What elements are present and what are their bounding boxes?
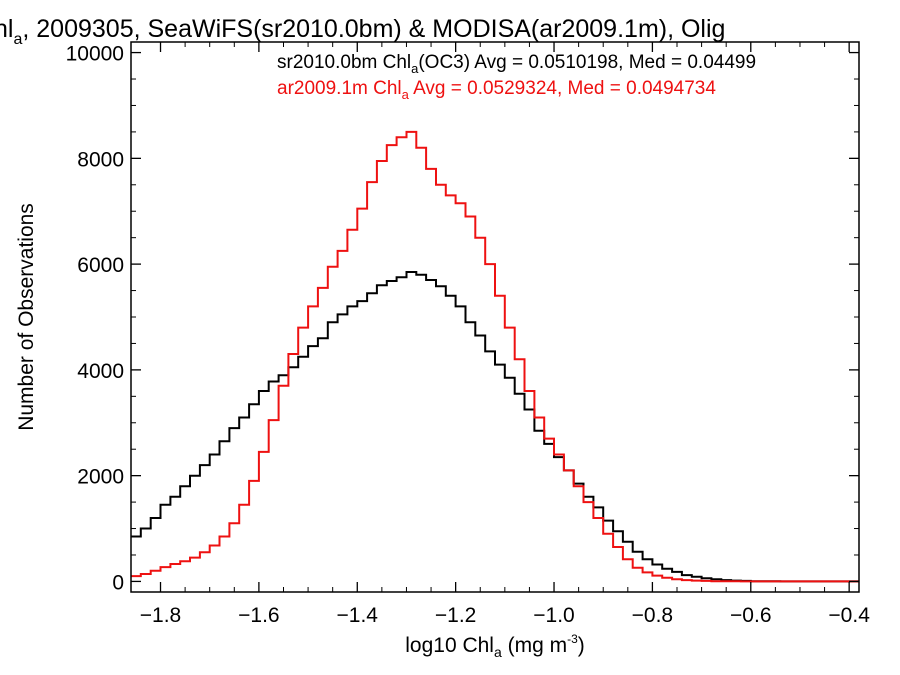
- legend-entry-black: sr2010.0bm Chla(OC3) Avg = 0.0510198, Me…: [277, 52, 756, 76]
- x-tick-label: −0.4: [828, 604, 870, 627]
- chart-title-post: , 2009305, SeaWiFS(sr2010.0bm) & MODISA(…: [22, 15, 725, 43]
- legend-entry-black-post: (OC3) Avg = 0.0510198, Med = 0.04499: [418, 52, 756, 73]
- ticks-layer: −1.8 −1.6 −1.4 −1.2 −1.0 −0.8 −0.6 −0.4 0 2000 400…: [66, 42, 870, 627]
- x-axis-label-post: ): [578, 634, 585, 657]
- series-layer: [131, 130, 859, 583]
- legend-entry-red-pre: ar2009.1m Chl: [277, 78, 402, 99]
- plot-area: −1.8 −1.6 −1.4 −1.2 −1.0 −0.8 −0.6 −0.4 0 2000 400…: [66, 41, 870, 627]
- x-tick-label: −0.8: [632, 604, 673, 627]
- legend-entry-red-post: Avg = 0.0529324, Med = 0.0494734: [409, 78, 717, 99]
- x-tick-label: −0.6: [730, 604, 771, 627]
- x-tick-label: −1.0: [533, 604, 574, 627]
- legend: sr2010.0bm Chla(OC3) Avg = 0.0510198, Me…: [277, 52, 756, 102]
- legend-entry-red-sub: a: [402, 87, 410, 102]
- x-axis-label-sub: a: [494, 644, 502, 660]
- legend-entry-red: ar2009.1m Chla Avg = 0.0529324, Med = 0.…: [277, 78, 716, 102]
- chart-title-sub: a: [13, 31, 22, 48]
- series-black-histogram: [131, 271, 859, 583]
- x-tick-label: −1.6: [238, 604, 279, 627]
- x-axis-label-mid: (mg m: [502, 634, 567, 657]
- series-red-histogram: [131, 130, 859, 583]
- y-tick-label: 10000: [66, 43, 124, 66]
- y-tick-label: 8000: [77, 148, 124, 171]
- y-axis-label: Number of Observations: [15, 203, 38, 431]
- legend-entry-black-sub: a: [411, 61, 419, 76]
- chart-title: hla, 2009305, SeaWiFS(sr2010.0bm) & MODI…: [0, 15, 725, 48]
- chart-title-pre: hl: [0, 15, 13, 43]
- x-axis-label-sup: -3: [567, 632, 578, 646]
- y-tick-label: 2000: [77, 466, 124, 489]
- legend-entry-black-pre: sr2010.0bm Chl: [277, 52, 411, 73]
- x-tick-label: −1.4: [337, 604, 379, 627]
- x-axis-label: log10 Chla (mg m-3): [405, 632, 585, 660]
- x-axis-label-pre: log10 Chl: [405, 634, 494, 657]
- y-tick-label: 0: [112, 571, 124, 594]
- y-tick-label: 6000: [77, 254, 124, 277]
- y-tick-label: 4000: [77, 360, 124, 383]
- x-tick-label: −1.2: [435, 604, 476, 627]
- x-tick-label: −1.8: [140, 604, 181, 627]
